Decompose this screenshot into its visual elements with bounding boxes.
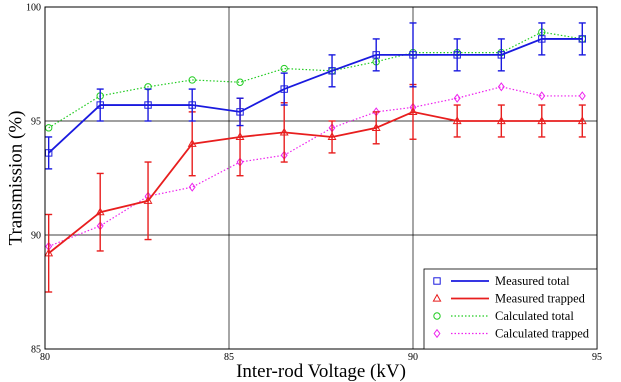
- data-point: [453, 51, 461, 59]
- data-point: [44, 248, 54, 257]
- data-point: [328, 67, 336, 75]
- data-point: [497, 82, 505, 92]
- data-point: [538, 91, 546, 101]
- data-point: [452, 116, 462, 125]
- data-point: [408, 107, 418, 115]
- y-tick-label: 100: [26, 3, 41, 14]
- legend-marker: [432, 293, 442, 302]
- data-point: [187, 138, 197, 147]
- y-axis-label: Transmission (%): [5, 111, 26, 246]
- legend-item-measured-total: Measured total: [433, 274, 570, 288]
- data-point: [578, 35, 586, 43]
- data-point: [143, 195, 153, 204]
- data-point: [280, 64, 288, 73]
- data-point: [96, 101, 104, 109]
- data-point: [188, 101, 196, 109]
- series-line: [48, 110, 583, 254]
- legend: Measured total Measured trapped Calculated…: [423, 268, 598, 350]
- series-line: [48, 38, 583, 154]
- x-tick-label: 80: [40, 352, 50, 363]
- y-tick-label: 85: [31, 345, 41, 356]
- series-line: [48, 31, 583, 129]
- legend-marker: [433, 312, 441, 320]
- data-point: [188, 182, 196, 192]
- series-calculated-trapped: [45, 82, 586, 252]
- x-axis-label: Inter-rod Voltage (kV): [236, 361, 406, 382]
- legend-item-measured-trapped: Measured trapped: [432, 292, 586, 306]
- x-tick-label: 85: [224, 352, 234, 363]
- data-point: [95, 207, 105, 216]
- plot-frame: [44, 6, 598, 350]
- series-measured-trapped: [44, 83, 587, 293]
- data-point: [497, 51, 506, 59]
- data-point: [537, 116, 547, 125]
- data-point: [409, 51, 417, 59]
- y-tick-label: 95: [31, 117, 41, 128]
- data-point: [577, 116, 587, 125]
- data-point: [236, 78, 244, 86]
- legend-marker: [433, 328, 441, 339]
- data-point: [371, 123, 381, 131]
- data-point: [327, 132, 337, 141]
- data-point: [144, 101, 152, 109]
- legend-label: Measured total: [495, 274, 570, 288]
- legend-box: [423, 268, 598, 350]
- x-tick-label: 90: [408, 352, 418, 363]
- series-measured-total: [44, 22, 586, 170]
- x-tick-label: 95: [592, 352, 602, 363]
- legend-item-calculated-total: Calculated total: [433, 309, 574, 323]
- series-calculated-total: [44, 28, 586, 132]
- data-point: [453, 93, 461, 103]
- data-point: [280, 85, 288, 93]
- series-group: [44, 22, 587, 293]
- data-point: [188, 76, 196, 84]
- legend-item-calculated-trapped: Calculated trapped: [433, 327, 590, 341]
- y-tick-label: 90: [31, 231, 41, 242]
- data-point: [538, 35, 546, 43]
- legend-label: Measured trapped: [495, 292, 586, 306]
- legend-marker: [433, 277, 441, 285]
- legend-label: Calculated trapped: [495, 327, 590, 341]
- legend-label: Calculated total: [495, 309, 574, 323]
- data-point: [578, 91, 586, 101]
- data-point: [372, 51, 380, 59]
- data-point: [235, 132, 245, 141]
- data-point: [236, 108, 244, 116]
- data-point: [496, 116, 506, 125]
- data-point: [279, 127, 289, 136]
- series-line: [48, 86, 583, 247]
